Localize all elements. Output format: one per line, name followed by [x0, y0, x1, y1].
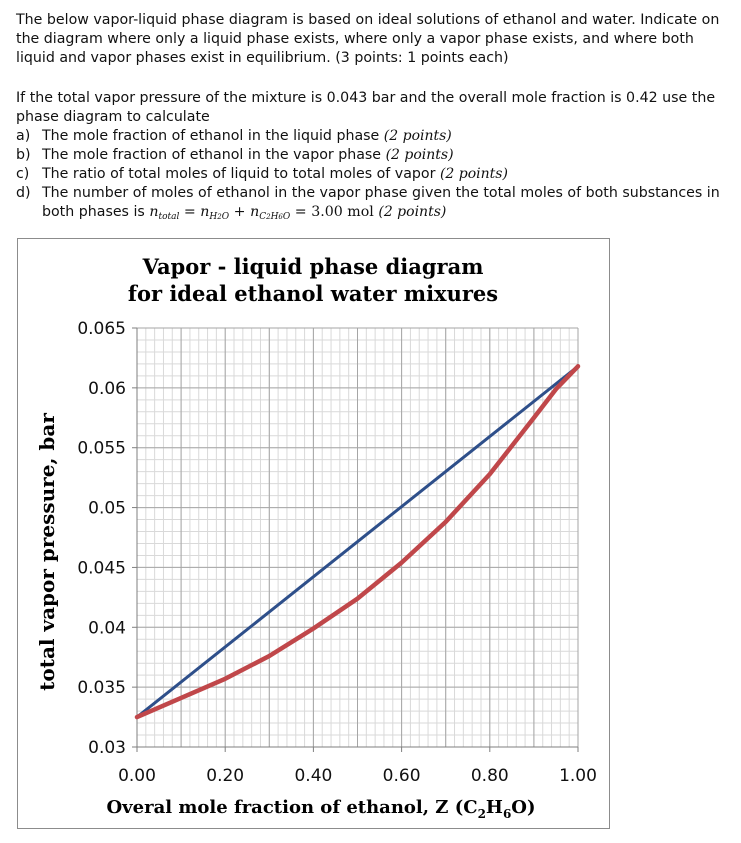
x-axis-label: Overal mole fraction of ethanol, Z (C2H6…	[107, 797, 536, 821]
y-tick-label: 0.04	[88, 618, 126, 638]
x-axis-ticks: 0.00 0.20 0.40 0.60 0.80 1.00	[118, 747, 597, 786]
chart-title-line1: Vapor - liquid phase diagram	[142, 254, 484, 279]
item-points: (2 points)	[439, 166, 508, 182]
y-axis-label: total vapor pressure, bar	[35, 413, 59, 691]
chart-axes	[136, 328, 578, 748]
item-letter: a)	[16, 128, 31, 144]
series-line-1	[135, 364, 580, 719]
total-moles-formula: ntotal = nH2O + nC2H6O = 3.00 mol	[149, 204, 374, 222]
item-text: The number of moles of ethanol in the va…	[42, 185, 720, 220]
question-intro: The below vapor-liquid phase diagram is …	[16, 11, 728, 68]
y-axis-ticks: 0.065 0.06 0.055 0.05 0.045 0.04 0.035 0.03	[77, 319, 137, 758]
phase-diagram-chart: Vapor - liquid phase diagram for ideal e…	[17, 238, 610, 829]
chart-series	[134, 364, 581, 720]
item-letter: c)	[16, 166, 30, 182]
y-tick-label: 0.035	[77, 678, 126, 698]
x-tick-label: 0.40	[294, 766, 332, 786]
y-tick-label: 0.065	[77, 319, 126, 339]
chart-gridlines	[136, 327, 579, 748]
y-tick-label: 0.055	[77, 439, 126, 459]
question-item-b: b) The mole fraction of ethanol in the v…	[16, 146, 728, 165]
item-points: (2 points)	[383, 128, 452, 144]
y-tick-label: 0.06	[88, 379, 126, 399]
x-tick-label: 0.80	[471, 766, 509, 786]
x-tick-label: 0.20	[206, 766, 244, 786]
x-tick-label: 1.00	[559, 766, 597, 786]
item-points: (2 points)	[378, 204, 447, 220]
intro-text: The below vapor-liquid phase diagram is …	[16, 12, 720, 66]
y-tick-label: 0.045	[77, 558, 126, 578]
item-text: The ratio of total moles of liquid to to…	[42, 166, 440, 182]
question-item-d: d) The number of moles of ethanol in the…	[16, 184, 728, 227]
item-letter: b)	[16, 147, 31, 163]
task-prompt: If the total vapor pressure of the mixtu…	[16, 90, 716, 125]
x-tick-label: 0.60	[383, 766, 421, 786]
question-item-c: c) The ratio of total moles of liquid to…	[16, 165, 728, 184]
chart-svg: Vapor - liquid phase diagram for ideal e…	[35, 254, 597, 821]
chart-title-line2: for ideal ethanol water mixures	[128, 281, 498, 306]
question-task: If the total vapor pressure of the mixtu…	[16, 89, 728, 227]
y-tick-label: 0.05	[88, 499, 126, 519]
series-line-2	[134, 364, 581, 720]
item-letter: d)	[16, 185, 31, 201]
item-points: (2 points)	[385, 147, 454, 163]
item-text: The mole fraction of ethanol in the vapo…	[42, 147, 386, 163]
x-tick-label: 0.00	[118, 766, 156, 786]
y-tick-label: 0.03	[88, 738, 126, 758]
question-item-a: a) The mole fraction of ethanol in the l…	[16, 127, 728, 146]
item-text: The mole fraction of ethanol in the liqu…	[42, 128, 384, 144]
